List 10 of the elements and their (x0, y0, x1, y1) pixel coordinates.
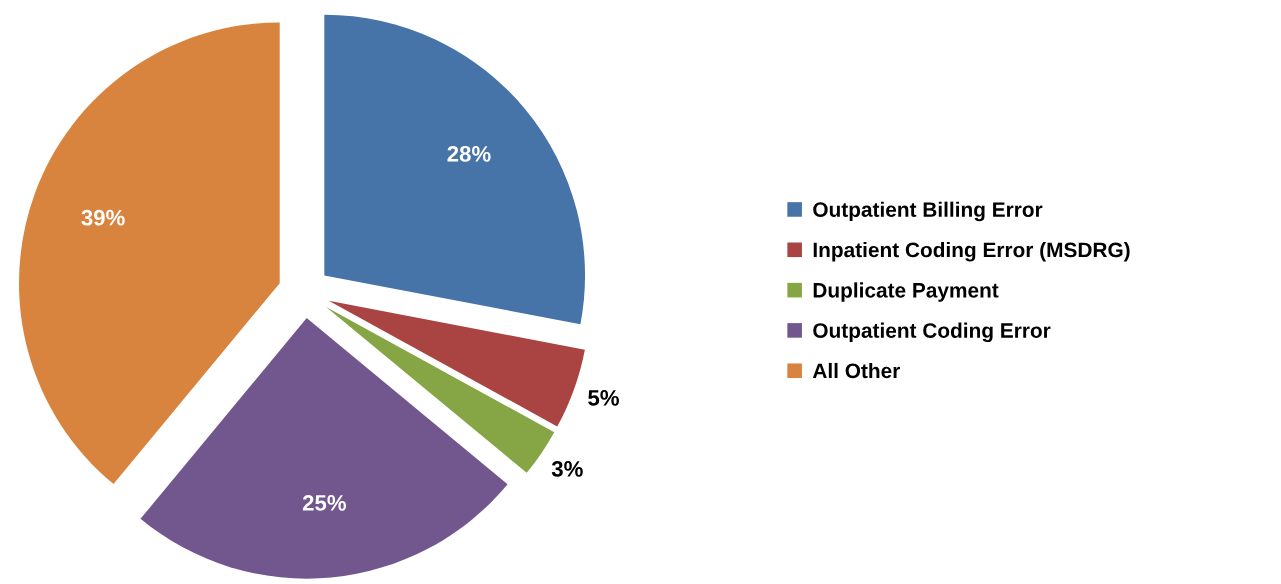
legend-label: Outpatient Coding Error (813, 322, 1051, 343)
legend-label: All Other (812, 362, 901, 379)
legend-label: Outpatient Billing Error (813, 201, 1043, 222)
data-label: 25% (302, 495, 347, 511)
data-label: 28% (447, 145, 491, 162)
data-label: 39% (81, 209, 125, 226)
data-label: 3% (551, 461, 583, 477)
legend-label: Inpatient Coding Error (MSDRG) (813, 241, 1130, 262)
legend-label: Duplicate Payment (813, 282, 999, 302)
data-label: 5% (588, 390, 619, 406)
